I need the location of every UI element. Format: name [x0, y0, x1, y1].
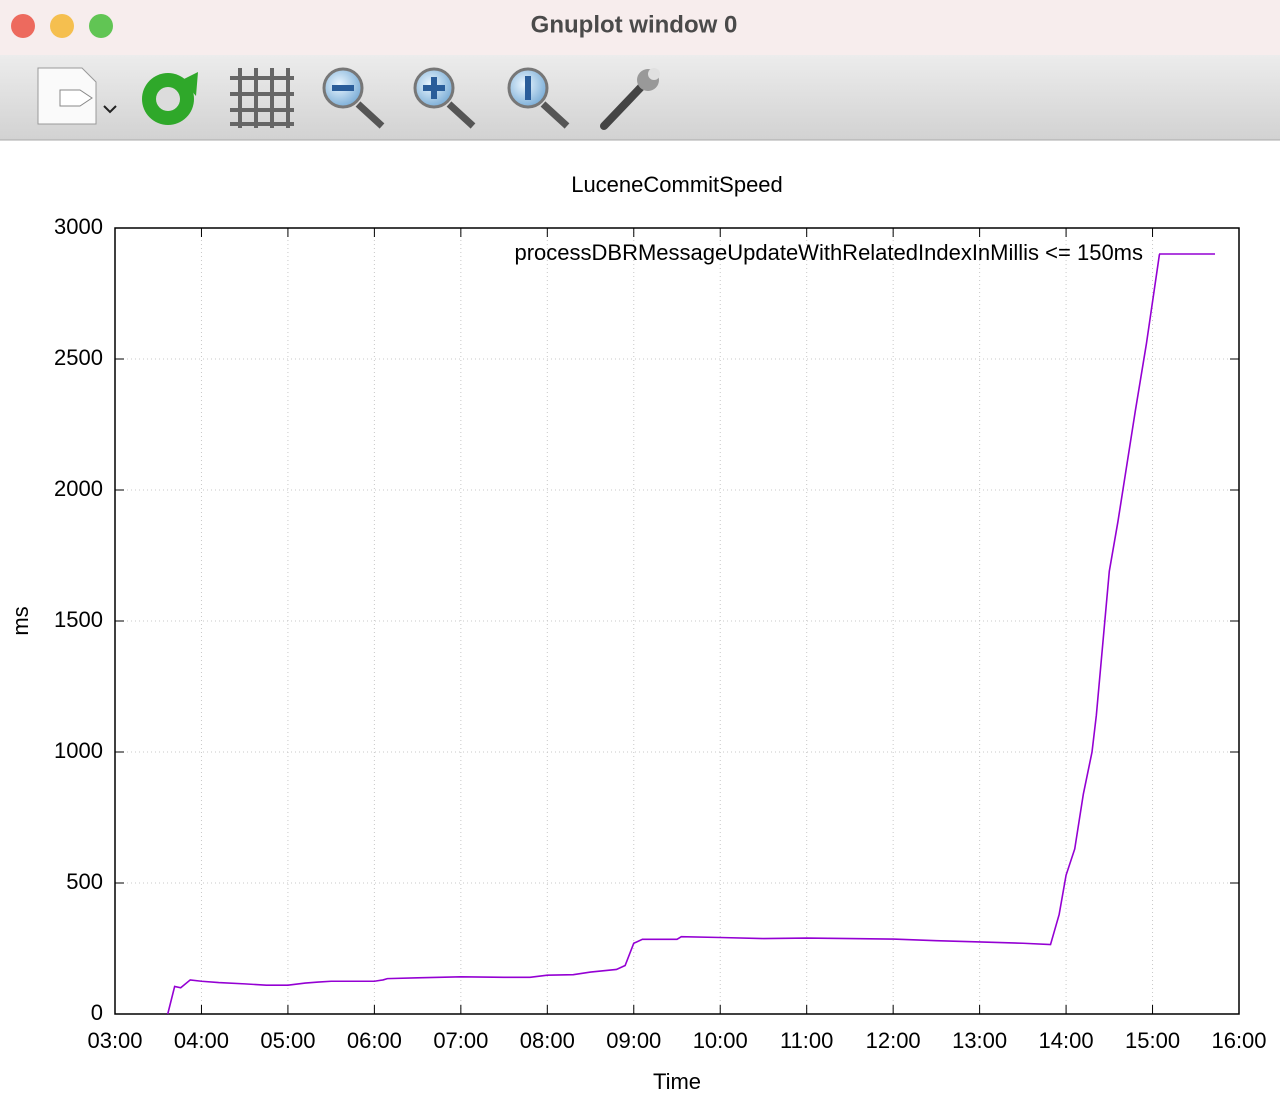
x-tick-label: 14:00: [1039, 1028, 1094, 1053]
plot: LuceneCommitSpeed Time ms 0 500 1000 1500 2000 2…: [8, 172, 1267, 1094]
grid-button[interactable]: [230, 68, 294, 128]
chart-title: LuceneCommitSpeed: [571, 172, 783, 197]
zoom-button[interactable]: [89, 14, 113, 38]
y-tick-label: 500: [66, 869, 103, 894]
y-tick-label: 3000: [54, 214, 103, 239]
legend-label: processDBRMessageUpdateWithRelatedIndexI…: [514, 240, 1143, 265]
x-tick-label: 07:00: [433, 1028, 488, 1053]
x-tick-label: 15:00: [1125, 1028, 1180, 1053]
settings-button[interactable]: [600, 68, 660, 130]
x-tick-label: 05:00: [260, 1028, 315, 1053]
y-tick-label: 2000: [54, 476, 103, 501]
x-tick-label: 11:00: [780, 1028, 833, 1053]
y-tick-label: 1500: [54, 607, 103, 632]
x-tick-label: 03:00: [87, 1028, 142, 1053]
data-line: [166, 254, 1161, 1015]
minimize-button[interactable]: [50, 14, 74, 38]
zoom-out-button[interactable]: [322, 67, 385, 129]
x-tick-label: 16:00: [1211, 1028, 1266, 1053]
y-axis-label: ms: [8, 606, 33, 635]
close-button[interactable]: [11, 14, 35, 38]
plot-frame: [114, 227, 1240, 1015]
replot-button[interactable]: [142, 72, 198, 125]
x-axis-label: Time: [653, 1069, 701, 1094]
x-tick-label: 06:00: [347, 1028, 402, 1053]
x-tick-label: 10:00: [693, 1028, 748, 1053]
y-tick-label: 2500: [54, 345, 103, 370]
x-tick-label: 04:00: [174, 1028, 229, 1053]
x-tick-label: 13:00: [952, 1028, 1007, 1053]
window-title: Gnuplot window 0: [531, 11, 738, 38]
x-tick-label: 12:00: [866, 1028, 921, 1053]
export-button[interactable]: [37, 67, 117, 125]
x-tick-label: 09:00: [606, 1028, 661, 1053]
x-tick-label: 08:00: [520, 1028, 575, 1053]
y-tick-label: 0: [91, 1000, 103, 1025]
toolbar: [0, 55, 1280, 140]
zoom-in-button[interactable]: [413, 67, 476, 129]
zoom-reset-button[interactable]: [507, 67, 570, 129]
y-tick-label: 1000: [54, 738, 103, 763]
title-bar: [0, 0, 1280, 55]
